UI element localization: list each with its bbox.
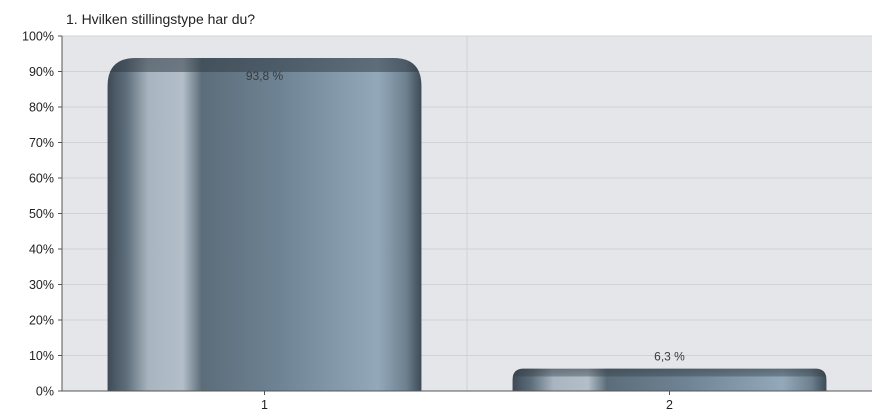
y-tick-label: 60%: [29, 172, 54, 186]
chart-title: 1. Hvilken stillingstype har du?: [66, 11, 255, 27]
x-tick-label: 1: [261, 398, 268, 412]
y-tick-label: 90%: [29, 65, 54, 79]
y-tick-label: 40%: [29, 243, 54, 257]
y-tick-label: 30%: [29, 278, 54, 292]
y-tick-label: 50%: [29, 207, 54, 221]
y-tick-label: 100%: [22, 30, 54, 44]
y-tick-label: 0%: [36, 385, 54, 399]
y-tick-label: 80%: [29, 101, 54, 115]
data-label: 93,8 %: [246, 69, 284, 83]
y-tick-label: 20%: [29, 314, 54, 328]
bar-1[interactable]: [108, 58, 422, 391]
data-label: 6,3 %: [654, 350, 685, 364]
x-tick-label: 2: [666, 398, 673, 412]
y-tick-label: 70%: [29, 136, 54, 150]
y-tick-label: 10%: [29, 349, 54, 363]
